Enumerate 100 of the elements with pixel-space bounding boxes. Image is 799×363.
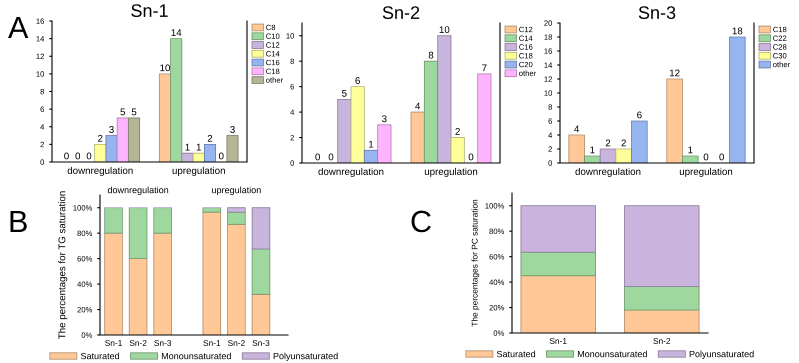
data-label: 12 xyxy=(670,70,680,76)
bar xyxy=(568,134,585,163)
x-tick-label: upregulation xyxy=(424,168,478,177)
text: upregulation xyxy=(212,186,261,195)
bar xyxy=(226,135,239,162)
text: downregulation xyxy=(108,186,168,195)
bar xyxy=(128,118,140,162)
bar xyxy=(128,258,148,335)
bar xyxy=(158,73,172,162)
bar xyxy=(104,232,123,335)
bar xyxy=(520,275,596,333)
data-label: 1 xyxy=(186,144,190,150)
bar xyxy=(153,207,172,234)
x-tick-label: Sn-1 xyxy=(203,340,220,346)
bar xyxy=(227,207,246,213)
bar xyxy=(105,135,118,162)
x-tick-label: upregulation xyxy=(172,166,225,176)
bar xyxy=(364,150,378,163)
x-tick-label: Sn-2 xyxy=(653,338,670,344)
bar xyxy=(424,60,438,163)
data-label: 2 xyxy=(208,134,212,142)
data-label: 0 xyxy=(328,154,334,160)
bar xyxy=(227,224,246,335)
data-label: 14 xyxy=(172,29,182,36)
data-label: 5 xyxy=(342,90,347,97)
data-label: 10 xyxy=(440,26,450,34)
bar xyxy=(350,86,365,163)
x-tick-label: downregulation xyxy=(575,168,640,177)
data-label: 6 xyxy=(355,77,360,84)
y-axis-title: The percentages for PC saturation xyxy=(472,200,480,326)
data-label: 1 xyxy=(369,140,374,148)
data-label: 0 xyxy=(468,154,474,160)
bar xyxy=(437,35,452,163)
y-axis-title: The percentages for TG saturation xyxy=(58,191,68,339)
x-tick-label: Sn-3 xyxy=(252,340,270,346)
chart-title: Sn-3 xyxy=(638,6,676,20)
data-label: 0 xyxy=(719,154,724,160)
data-label: 5 xyxy=(132,108,136,116)
bar xyxy=(377,124,392,163)
legend-label: Saturated xyxy=(496,350,536,358)
text: C xyxy=(412,210,431,232)
bar xyxy=(104,207,123,234)
bar xyxy=(227,212,246,225)
x-tick-label: Sn-1 xyxy=(105,340,122,346)
bar xyxy=(477,73,492,163)
bar xyxy=(624,286,700,311)
bar xyxy=(624,310,700,333)
data-label: 2 xyxy=(98,134,102,142)
bar xyxy=(410,112,425,163)
data-label: 10 xyxy=(160,64,170,72)
data-label: 0 xyxy=(315,154,320,160)
data-label: 4 xyxy=(574,126,580,132)
data-label: 18 xyxy=(732,28,742,34)
bar xyxy=(202,212,222,335)
bar xyxy=(252,294,270,335)
bar xyxy=(682,156,699,163)
bar xyxy=(631,120,648,163)
bar xyxy=(128,207,148,260)
x-tick-label: Sn-1 xyxy=(550,338,567,344)
bar xyxy=(520,205,596,253)
x-tick-label: Sn-2 xyxy=(130,340,146,346)
data-label: 3 xyxy=(109,126,114,133)
bar xyxy=(615,148,632,163)
x-tick-label: upregulation xyxy=(680,168,732,177)
bar xyxy=(94,144,106,162)
data-label: 8 xyxy=(428,52,434,59)
data-label: 0 xyxy=(218,152,224,160)
data-label: 2 xyxy=(621,140,626,146)
data-label: 1 xyxy=(688,146,693,154)
bar xyxy=(153,232,172,335)
legend-label: Saturated xyxy=(80,352,120,360)
bar xyxy=(450,137,465,163)
data-label: 3 xyxy=(230,126,235,133)
bar xyxy=(729,36,746,163)
legend-label: Polyunsaturated xyxy=(690,350,754,360)
legend-label: Monounsaturated xyxy=(578,350,647,358)
bar xyxy=(666,78,683,163)
bar xyxy=(170,38,182,162)
x-tick-label: downregulation xyxy=(318,168,384,177)
data-label: 5 xyxy=(120,108,126,116)
bar xyxy=(600,148,616,163)
bar xyxy=(252,248,270,295)
legend-label: Polyunsaturated xyxy=(274,352,338,362)
data-label: 2 xyxy=(606,140,610,146)
data-label: 0 xyxy=(704,154,708,160)
chart-title: Sn-2 xyxy=(382,6,420,20)
x-tick-label: downregulation xyxy=(68,166,133,176)
data-label: 4 xyxy=(415,102,420,110)
bar xyxy=(624,205,700,287)
x-tick-label: Sn-2 xyxy=(228,340,245,346)
bar xyxy=(337,98,352,163)
bar xyxy=(520,252,596,276)
text: B xyxy=(10,210,27,232)
x-tick-label: Sn-3 xyxy=(154,340,172,346)
bar xyxy=(116,118,129,162)
data-label: 6 xyxy=(637,112,642,118)
chart-title: Sn-1 xyxy=(131,4,168,18)
bar xyxy=(252,207,270,250)
data-label: 1 xyxy=(590,146,595,154)
bar xyxy=(584,156,601,163)
